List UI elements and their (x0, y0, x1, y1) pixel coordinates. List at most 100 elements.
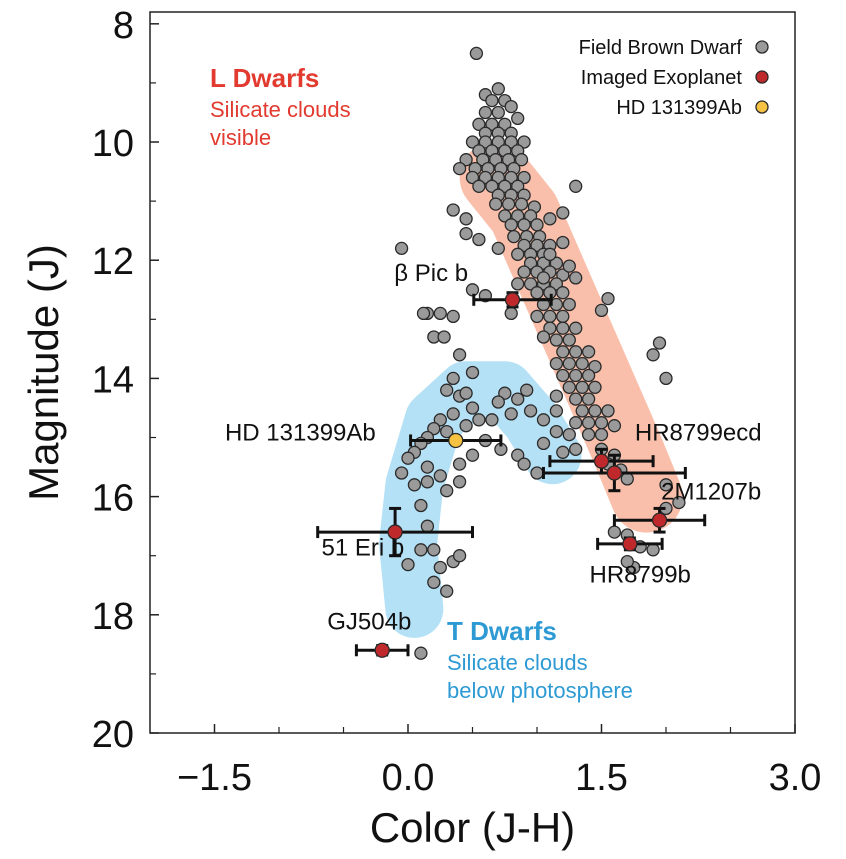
field-brown-dwarf-point (556, 445, 570, 459)
field-brown-dwarf-point (601, 404, 615, 418)
field-brown-dwarf-point (472, 179, 486, 193)
field-brown-dwarf-point (536, 271, 551, 285)
region-subtitle-line: Silicate clouds (210, 97, 351, 122)
field-brown-dwarf-point (459, 153, 473, 167)
field-brown-dwarf-point (569, 442, 583, 456)
region-title: L Dwarfs (210, 63, 319, 93)
field-brown-dwarf-point (420, 519, 435, 533)
field-brown-dwarf-point (575, 404, 589, 418)
field-brown-dwarf-point (433, 413, 447, 427)
field-brown-dwarf-point (556, 268, 570, 282)
field-brown-dwarf-point (523, 256, 538, 270)
points-layer (316, 46, 707, 660)
y-tick-label: 20 (92, 714, 134, 756)
field-brown-dwarf-point (433, 560, 447, 575)
point-label: β Pic b (394, 260, 468, 287)
field-brown-dwarf-point (507, 229, 521, 244)
imaged-exoplanet-point (606, 465, 623, 481)
field-brown-dwarf-point (498, 209, 512, 223)
field-brown-dwarf-point (536, 256, 551, 270)
field-brown-dwarf-point (407, 478, 422, 492)
field-brown-dwarf-point (569, 345, 583, 359)
field-brown-dwarf-point (549, 256, 564, 270)
field-brown-dwarf-point (394, 466, 409, 480)
field-brown-dwarf-point (659, 371, 673, 386)
field-brown-dwarf-point (491, 135, 505, 149)
field-brown-dwarf-point (452, 457, 467, 471)
field-brown-dwarf-point (620, 472, 634, 486)
field-brown-dwarf-point (514, 197, 529, 211)
field-brown-dwarf-point (504, 135, 518, 149)
field-brown-dwarf-point (562, 297, 576, 312)
field-brown-dwarf-point (569, 416, 583, 430)
field-brown-dwarf-point (498, 386, 512, 400)
region-subtitle-line: visible (210, 125, 271, 150)
x-tick-label: −1.5 (177, 757, 252, 799)
field-brown-dwarf-point (530, 238, 544, 253)
field-brown-dwarf-point (440, 424, 454, 439)
field-brown-dwarf-point (465, 170, 480, 185)
field-brown-dwarf-point (514, 153, 529, 167)
field-brown-dwarf-point (517, 218, 531, 232)
legend-label: Field Brown Dwarf (579, 37, 743, 59)
field-brown-dwarf-point (511, 179, 525, 193)
field-brown-dwarf-point (504, 218, 518, 232)
field-brown-dwarf-point (549, 333, 564, 347)
field-brown-dwarf-point (549, 424, 564, 439)
region-label-1: T Dwarfs Silicate clouds below photosphere (447, 616, 633, 703)
field-brown-dwarf-point (427, 543, 441, 557)
field-brown-dwarf-point (489, 197, 503, 211)
field-brown-dwarf-point (446, 371, 460, 386)
point-label: HD 131399Ab (225, 419, 376, 446)
imaged-exoplanet-point (622, 536, 638, 552)
field-brown-dwarf-point (556, 321, 570, 335)
field-brown-dwarf-point (556, 309, 570, 324)
point-label: 2M1207b (661, 479, 761, 506)
field-brown-dwarf-point (446, 407, 460, 421)
field-brown-dwarf-point (530, 309, 544, 324)
field-brown-dwarf-point (549, 277, 564, 291)
imaged-exoplanet-point (374, 642, 390, 658)
field-brown-dwarf-point (536, 436, 551, 451)
field-brown-dwarf-point (416, 306, 431, 321)
y-axis-title: Magnitude (J) (20, 244, 67, 501)
field-brown-dwarf-point (530, 466, 544, 480)
field-brown-dwarf-point (465, 135, 480, 149)
field-brown-dwarf-point (478, 170, 493, 185)
field-brown-dwarf-point (549, 389, 564, 403)
field-brown-dwarf-point (511, 392, 525, 406)
field-brown-dwarf-point (452, 348, 467, 362)
field-brown-dwarf-point (556, 286, 570, 300)
field-brown-dwarf-point (562, 333, 576, 347)
field-brown-dwarf-point (594, 416, 609, 430)
field-brown-dwarf-point (659, 478, 673, 492)
field-brown-dwarf-point (459, 226, 473, 241)
field-brown-dwarf-point (543, 321, 557, 335)
imaged-exoplanet-point (387, 524, 403, 540)
field-brown-dwarf-point (420, 460, 435, 474)
field-brown-dwarf-point (401, 451, 415, 465)
field-brown-dwarf-point (469, 46, 484, 61)
field-brown-dwarf-point (459, 419, 473, 433)
point-label: GJ504b (327, 609, 411, 636)
field-brown-dwarf-point (472, 232, 486, 247)
field-brown-dwarf-point (556, 368, 570, 383)
y-tick-label: 12 (92, 241, 134, 283)
field-brown-dwarf-point (440, 484, 454, 498)
field-brown-dwarf-point (485, 179, 499, 193)
field-brown-dwarf-point (504, 306, 518, 321)
field-brown-dwarf-point (569, 392, 583, 406)
field-brown-dwarf-point (433, 306, 447, 321)
field-brown-dwarf-point (549, 356, 564, 371)
field-brown-dwarf-point (511, 247, 525, 261)
field-brown-dwarf-point (491, 105, 505, 120)
field-brown-dwarf-point (459, 386, 473, 400)
field-brown-dwarf-point (517, 170, 531, 185)
y-tick-label: 18 (92, 596, 134, 638)
imaged-exoplanet-point (651, 512, 668, 528)
y-tick-label: 8 (113, 5, 134, 47)
field-brown-dwarf-point (504, 99, 518, 114)
field-brown-dwarf-point (646, 348, 660, 362)
field-brown-dwarf-point (465, 401, 480, 415)
